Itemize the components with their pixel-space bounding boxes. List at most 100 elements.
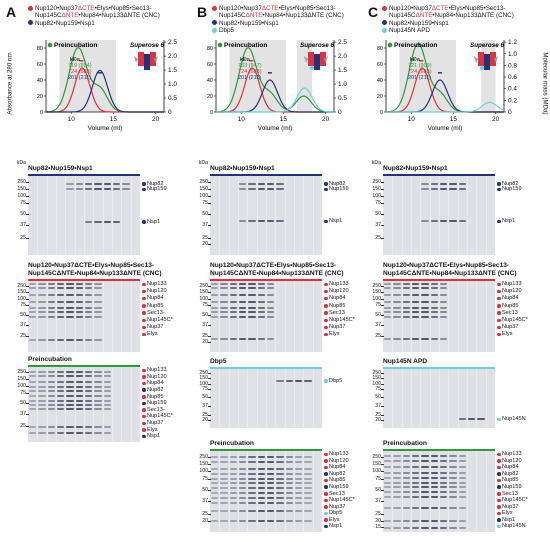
gel-band [66,426,74,428]
gel-band [38,394,46,397]
band-dot-icon [324,485,328,489]
gel-band [295,519,303,522]
gel-band [276,482,284,485]
gel-band [440,491,448,494]
gel-band [257,306,265,309]
gel-band [304,477,312,480]
y-axis-label: Absorbance at 280 nm [6,52,14,115]
gel-band [449,220,457,223]
gel-band [384,338,392,341]
gel-band [295,461,303,464]
gel-band [421,506,429,509]
band-dot-icon [497,304,501,308]
gel-band [257,501,265,504]
gel-band [47,306,55,309]
gel-band [257,287,265,290]
band-label: Nup133 [147,281,167,287]
gel-band [94,294,102,297]
complex-structure-icon [134,52,158,70]
band-dot-icon [324,311,328,315]
gel-band [430,471,438,474]
gel-band [248,501,256,504]
gel-band [458,471,466,474]
gel-band [421,481,429,484]
gel-band [402,306,410,309]
y-right-tick-label: 0 [168,109,172,116]
band-label: Sec13 [502,309,518,316]
gel-band [402,466,410,469]
y-tick-label: 60 [37,62,43,68]
gel-band [458,182,466,185]
gel-band [47,390,55,392]
gel-band [47,315,55,318]
gel-band [257,182,265,185]
gel-band [75,394,83,397]
gel-band [267,482,275,485]
gel-band [295,467,303,470]
mw-marker: 150 [372,289,381,296]
gel-band [29,375,37,377]
band-label: Nup145C* [147,317,173,323]
gel-band [85,306,93,309]
band-dot-icon [324,379,328,383]
band-dot-icon [497,452,501,456]
band-dot-icon [142,381,146,386]
gel-band [211,315,219,318]
gel-band [57,426,65,428]
gel-band [94,399,102,402]
gel-band [393,466,401,469]
gel-band [430,476,438,479]
gel-band [458,418,466,421]
gel-band [229,467,237,470]
mw-marker: 100 [199,192,208,199]
gel-band [220,315,228,318]
gel-band [29,310,37,313]
band-label: Nup159 [147,400,167,407]
gel-band [57,408,65,410]
gel-band [103,220,111,223]
gel-band [57,432,65,434]
gel-band [402,315,410,318]
band-dot-icon [497,187,501,192]
gel-band [75,390,83,392]
kda-value: 201 (211) [238,75,261,81]
gel-band [384,496,392,499]
mw-marker: 20 [202,517,208,524]
gel-band [421,315,429,318]
gel-band [47,287,55,290]
gel-band [229,487,237,490]
band-label: Nup120 [147,288,167,295]
band-dot-icon [324,498,328,503]
gel-band [440,338,448,341]
gel-band [75,310,83,313]
band-dot-icon [324,325,328,330]
gel-band [412,476,420,479]
gel-band [440,287,448,290]
gel-band [85,381,93,383]
gel-band [430,287,438,290]
band-dot-icon [497,417,501,422]
mw-marker: 50 [20,210,26,217]
gel-band [38,403,46,406]
gel-band [248,338,256,341]
band-label: Elys [329,516,340,523]
gel-band [412,466,420,469]
gel-color-bar [28,365,140,367]
band-label: Elys [329,331,340,338]
gel-band [267,487,275,490]
mw-marker: 25 [202,234,208,241]
gel-band [211,301,219,304]
gel-band [449,496,457,499]
gel-band [38,381,46,383]
gel-band [285,456,293,459]
mw-marker: 20 [202,339,208,346]
band-label: Nup120 [329,288,349,295]
gel-band [393,486,401,489]
gel-band [38,390,46,392]
mw-marker: 50 [375,312,381,319]
gel-band [47,294,55,297]
band-label: Nup159 [502,186,522,193]
gel-band [393,338,401,341]
gel-band [421,287,429,290]
gel-band [85,375,93,377]
